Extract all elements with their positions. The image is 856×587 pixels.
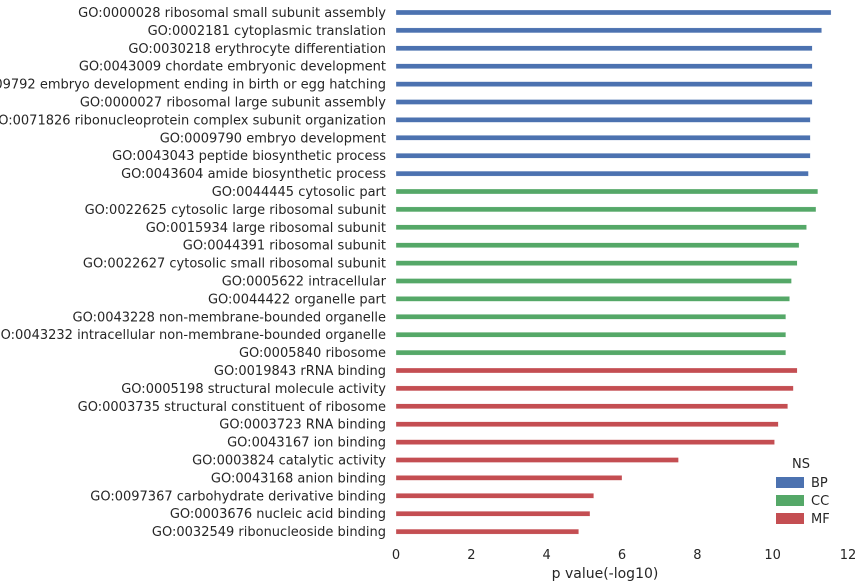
bar-bp xyxy=(395,63,813,69)
category-label: GO:0000027 ribosomal large subunit assem… xyxy=(80,96,386,111)
category-label: GO:0032549 ribonucleoside binding xyxy=(152,525,386,540)
x-tick-label: 0 xyxy=(392,548,400,563)
bar-bp xyxy=(395,27,822,34)
bar-cc xyxy=(395,314,787,320)
category-label: GO:0002181 cytoplasmic translation xyxy=(148,24,386,39)
category-label: GO:0043009 chordate embryonic developmen… xyxy=(79,60,386,75)
category-label: GO:0009792 embryo development ending in … xyxy=(0,78,386,93)
bar-mf xyxy=(395,457,679,463)
bar-cc xyxy=(395,349,787,356)
category-label: GO:0043167 ion binding xyxy=(227,436,386,451)
category-label: GO:0005198 structural molecule activity xyxy=(121,382,386,397)
bar-bp xyxy=(395,153,811,159)
bar-cc xyxy=(395,260,798,266)
bar-bp xyxy=(395,9,832,16)
category-label: GO:0000028 ribosomal small subunit assem… xyxy=(78,6,386,21)
legend-title: NS xyxy=(792,457,810,472)
category-label: GO:0005622 intracellular xyxy=(222,275,387,290)
category-label: GO:0005840 ribosome xyxy=(239,346,386,361)
category-label: GO:0003723 RNA binding xyxy=(219,418,386,433)
category-label: GO:0003735 structural constituent of rib… xyxy=(78,400,386,415)
bar-mf xyxy=(395,421,779,427)
category-label: GO:0097367 carbohydrate derivative bindi… xyxy=(90,489,386,504)
bar-mf xyxy=(395,439,775,445)
bar-mf xyxy=(395,528,579,535)
bar-bp xyxy=(395,45,813,51)
bar-mf xyxy=(395,367,798,374)
legend-swatch-cc xyxy=(776,495,804,506)
category-label: GO:0003676 nucleic acid binding xyxy=(170,507,386,522)
category-labels-group: GO:0000028 ribosomal small subunit assem… xyxy=(0,6,387,540)
category-label: GO:0071826 ribonucleoprotein complex sub… xyxy=(0,113,386,128)
x-tick-label: 6 xyxy=(618,548,626,563)
x-tick-label: 2 xyxy=(467,548,475,563)
bar-cc xyxy=(395,296,790,302)
bar-mf xyxy=(395,403,788,409)
category-label: GO:0009790 embryo development xyxy=(160,131,386,146)
x-tick-labels-group: 0 2 4 6 8 10 12 xyxy=(392,548,856,563)
bar-bp xyxy=(395,81,813,87)
bar-bp xyxy=(395,170,809,177)
bars-group xyxy=(395,9,832,535)
legend-swatch-bp xyxy=(776,477,804,488)
x-tick-label: 8 xyxy=(693,548,701,563)
category-label: GO:0022625 cytosolic large ribosomal sub… xyxy=(85,203,386,218)
x-tick-label: 4 xyxy=(543,548,551,563)
bar-cc xyxy=(395,332,787,338)
bar-mf xyxy=(395,511,591,517)
category-label: GO:0044445 cytosolic part xyxy=(212,185,386,200)
legend: NS BP CC MF xyxy=(776,457,830,527)
category-label: GO:0015934 large ribosomal subunit xyxy=(146,221,386,236)
x-axis-title: p value(-log10) xyxy=(552,566,659,582)
category-label: GO:0003824 catalytic activity xyxy=(192,454,386,469)
category-label: GO:0043043 peptide biosynthetic process xyxy=(112,149,386,164)
bar-bp xyxy=(395,117,811,123)
bar-cc xyxy=(395,278,792,284)
category-label: GO:0044422 organelle part xyxy=(208,292,386,307)
bar-mf xyxy=(395,493,594,499)
bar-bp xyxy=(395,135,811,141)
category-label: GO:0043168 anion binding xyxy=(211,471,386,486)
x-tick-label: 10 xyxy=(764,548,781,563)
bar-mf xyxy=(395,475,623,481)
legend-label: CC xyxy=(811,494,829,509)
category-label: GO:0019843 rRNA binding xyxy=(214,364,386,379)
bar-cc xyxy=(395,224,807,230)
category-label: GO:0044391 ribosomal subunit xyxy=(183,239,386,254)
category-label: GO:0030218 erythrocyte differentiation xyxy=(128,42,386,57)
category-label: GO:0022627 cytosolic small ribosomal sub… xyxy=(83,257,386,272)
bar-cc xyxy=(395,188,819,195)
bar-mf xyxy=(395,385,794,392)
bar-cc xyxy=(395,206,817,213)
bar-cc xyxy=(395,242,800,248)
x-tick-label: 12 xyxy=(840,548,856,563)
bar-bp xyxy=(395,99,813,105)
category-label: GO:0043228 non-membrane-bounded organell… xyxy=(73,310,387,325)
legend-swatch-mf xyxy=(776,513,804,524)
category-label: GO:0043604 amide biosynthetic process xyxy=(121,167,386,182)
legend-label: BP xyxy=(811,476,828,491)
legend-label: MF xyxy=(811,512,830,527)
category-label: GO:0043232 intracellular non-membrane-bo… xyxy=(0,328,386,343)
